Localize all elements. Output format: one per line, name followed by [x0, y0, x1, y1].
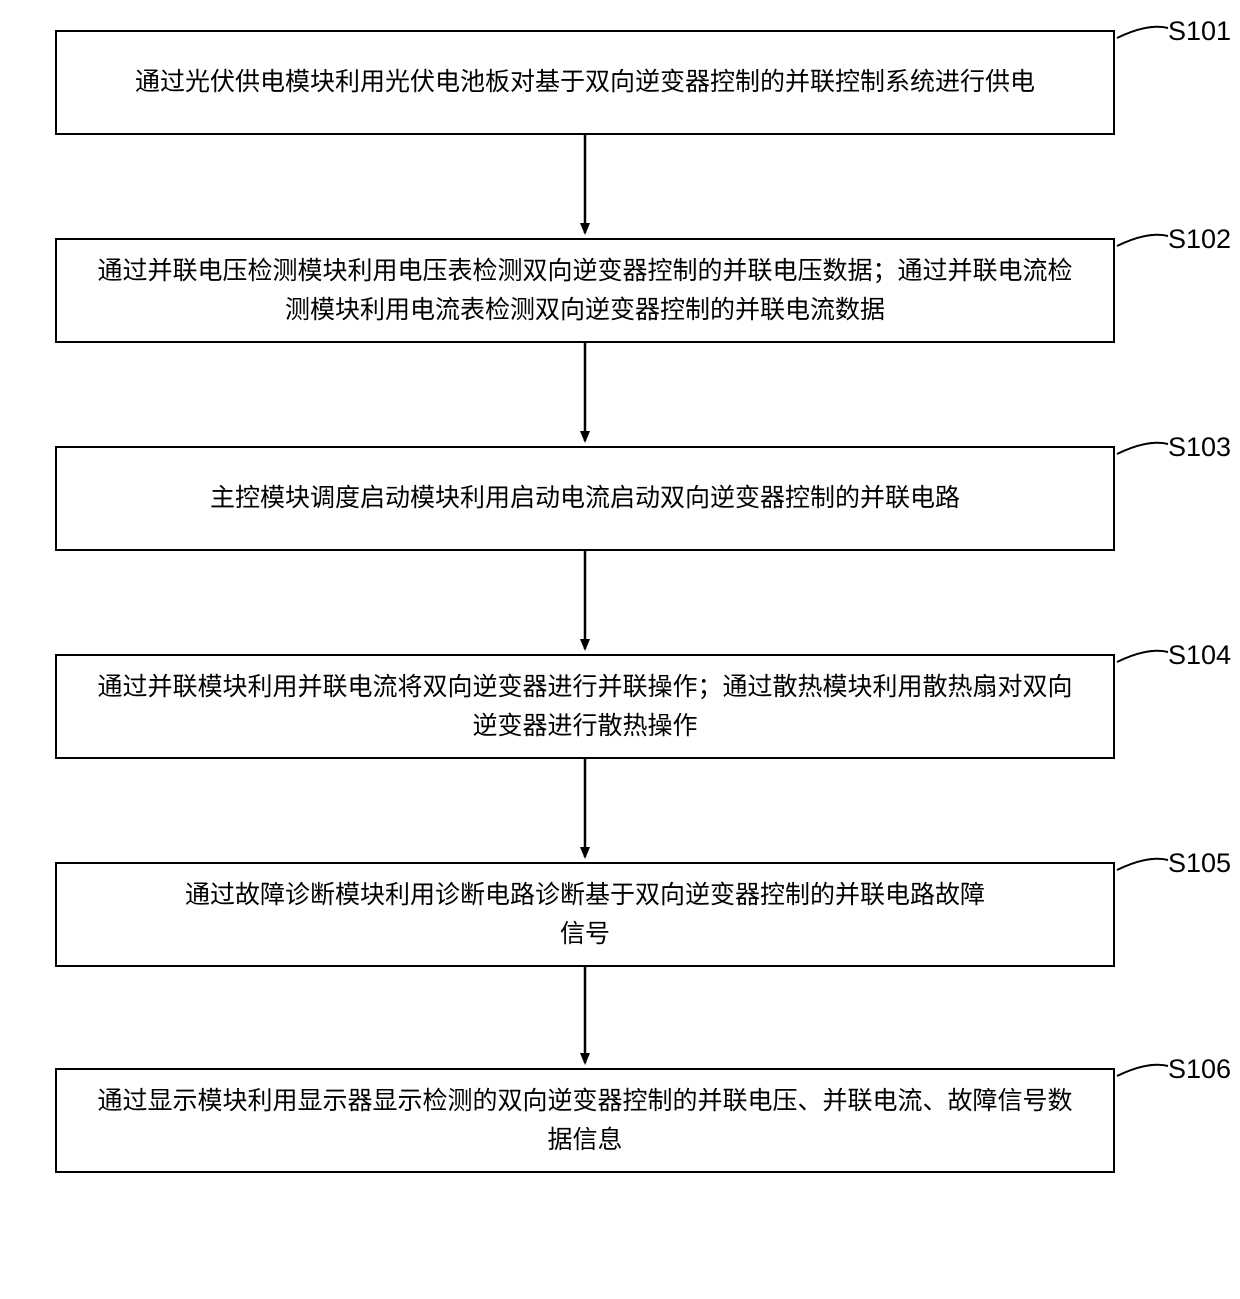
step-id-s103: S103 [1168, 432, 1231, 463]
step-id-s106: S106 [1168, 1054, 1231, 1085]
step-box-s104: 通过并联模块利用并联电流将双向逆变器进行并联操作；通过散热模块利用散热扇对双向逆… [55, 654, 1115, 759]
step-box-s106: 通过显示模块利用显示器显示检测的双向逆变器控制的并联电压、并联电流、故障信号数据… [55, 1068, 1115, 1173]
step-text: 主控模块调度启动模块利用启动电流启动双向逆变器控制的并联电路 [210, 479, 960, 518]
step-text: 通过光伏供电模块利用光伏电池板对基于双向逆变器控制的并联控制系统进行供电 [135, 63, 1035, 102]
flowchart-container: 通过光伏供电模块利用光伏电池板对基于双向逆变器控制的并联控制系统进行供电 S10… [0, 0, 1240, 1299]
step-box-s105: 通过故障诊断模块利用诊断电路诊断基于双向逆变器控制的并联电路故障信号 [55, 862, 1115, 967]
step-box-s103: 主控模块调度启动模块利用启动电流启动双向逆变器控制的并联电路 [55, 446, 1115, 551]
step-id-s101: S101 [1168, 16, 1231, 47]
step-id-s105: S105 [1168, 848, 1231, 879]
step-id-s104: S104 [1168, 640, 1231, 671]
step-text: 通过故障诊断模块利用诊断电路诊断基于双向逆变器控制的并联电路故障信号 [177, 876, 993, 954]
step-box-s101: 通过光伏供电模块利用光伏电池板对基于双向逆变器控制的并联控制系统进行供电 [55, 30, 1115, 135]
step-text: 通过并联模块利用并联电流将双向逆变器进行并联操作；通过散热模块利用散热扇对双向逆… [87, 668, 1083, 746]
step-text: 通过并联电压检测模块利用电压表检测双向逆变器控制的并联电压数据；通过并联电流检测… [87, 252, 1083, 330]
step-box-s102: 通过并联电压检测模块利用电压表检测双向逆变器控制的并联电压数据；通过并联电流检测… [55, 238, 1115, 343]
step-text: 通过显示模块利用显示器显示检测的双向逆变器控制的并联电压、并联电流、故障信号数据… [87, 1082, 1083, 1160]
step-id-s102: S102 [1168, 224, 1231, 255]
